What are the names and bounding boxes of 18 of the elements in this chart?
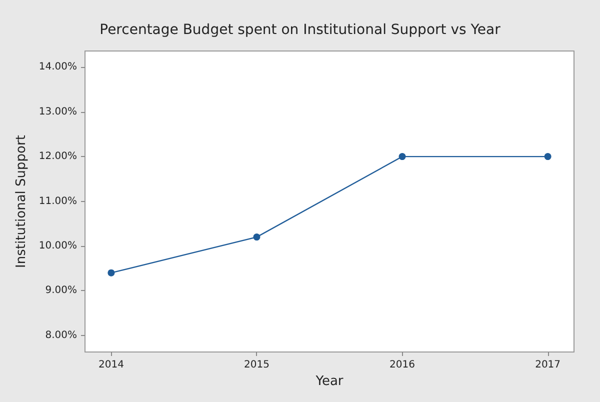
point (544, 153, 552, 160)
point (398, 153, 406, 160)
x-tick-label: 2014 (98, 360, 124, 370)
chart-title: Percentage Budget spent on Institutional Support vs Year (100, 22, 501, 38)
y-tick-label: 10.00% (38, 240, 77, 252)
x-tick-label: 2016 (390, 360, 415, 370)
x-tick-label: 2015 (244, 360, 270, 370)
point (253, 234, 260, 241)
x-tick-label: 2017 (535, 360, 561, 370)
y-tick-label: 8.00% (45, 330, 77, 341)
x-axis-title: Year (314, 374, 344, 389)
y-tick-label: 14.00% (38, 62, 77, 73)
y-tick-label: 9.00% (45, 285, 77, 296)
y-tick-label: 12.00% (38, 151, 77, 162)
y-tick-label: 13.00% (38, 106, 77, 118)
y-axis-title: Institutional Support (14, 135, 29, 268)
point (108, 269, 115, 276)
y-tick-label: 11.00% (38, 196, 77, 207)
